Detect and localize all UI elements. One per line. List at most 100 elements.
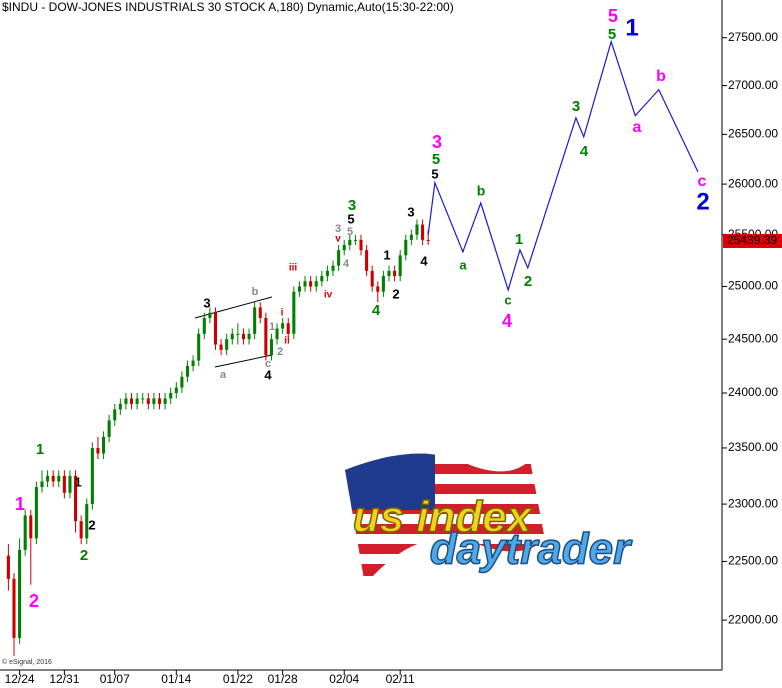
candle-body <box>191 360 195 366</box>
candle-body <box>253 307 257 334</box>
wave-label: 4 <box>502 311 512 331</box>
candle-body <box>23 515 27 550</box>
candle-body <box>286 323 290 334</box>
candle-body <box>247 333 251 340</box>
last-price-label: 25439.39 <box>727 233 777 247</box>
wave-label: 4 <box>372 302 381 319</box>
wave-label: 3 <box>335 223 341 235</box>
candle-body <box>68 475 72 493</box>
x-tick-label: 01/28 <box>268 672 298 686</box>
candle-body <box>118 403 122 410</box>
wave-label: 3 <box>572 98 580 115</box>
wave-label: 2 <box>277 346 283 358</box>
wave-label: 1 <box>383 247 390 262</box>
candle-body <box>398 255 402 277</box>
wave-label: 1 <box>625 14 638 41</box>
y-tick-label: 27000.00 <box>728 78 778 92</box>
wave-label: c <box>698 173 707 190</box>
candle-body <box>18 549 22 638</box>
wave-label: 4 <box>420 253 428 268</box>
candle-body <box>6 555 10 579</box>
candle-body <box>387 270 391 277</box>
y-tick-label: 24000.00 <box>728 385 778 399</box>
candle-body <box>197 333 201 361</box>
wave-label: 3 <box>432 132 442 152</box>
candle-body <box>365 250 369 271</box>
y-tick-label: 27500.00 <box>728 30 778 44</box>
y-tick-label: 22500.00 <box>728 554 778 568</box>
candle-body <box>230 333 234 340</box>
candle-body <box>180 376 184 388</box>
x-tick-label: 12/24 <box>5 672 35 686</box>
candle-body <box>404 239 408 256</box>
y-tick-label: 23000.00 <box>728 496 778 510</box>
y-tick-label: 23500.00 <box>728 440 778 454</box>
candle-body <box>393 270 397 277</box>
candle-body <box>12 578 16 638</box>
candle-body <box>325 270 329 277</box>
candle-body <box>102 436 106 454</box>
wave-label: b <box>477 183 486 199</box>
candle-body <box>421 224 425 240</box>
candle-body <box>320 276 324 282</box>
candle-body <box>40 481 44 488</box>
candle-body <box>381 276 385 292</box>
channel-lines <box>194 296 273 368</box>
chart-title: $INDU - DOW-JONES INDUSTRIALS 30 STOCK A… <box>2 0 454 14</box>
candle-body <box>124 398 128 404</box>
wave-label: 5 <box>347 226 353 238</box>
x-tick-label: 02/04 <box>329 672 359 686</box>
wave-label: ii <box>284 336 290 347</box>
wave-label: 1 <box>515 231 523 248</box>
candle-body <box>314 281 318 287</box>
wave-label: 1 <box>15 494 25 514</box>
candle-body <box>169 393 173 399</box>
candle-body <box>202 317 206 334</box>
trend-line <box>214 354 273 368</box>
y-tick-label: 24500.00 <box>728 331 778 345</box>
wave-label: iv <box>324 290 333 301</box>
logo: us index daytrader <box>345 453 634 585</box>
projection-line <box>427 39 699 292</box>
wave-label: 2 <box>524 273 532 290</box>
candle-body <box>208 312 212 318</box>
candle-body <box>113 409 117 421</box>
wave-label: 5 <box>432 151 440 168</box>
wave-label: 2 <box>88 517 95 532</box>
candle-body <box>269 339 273 356</box>
wave-label: 2 <box>696 188 709 215</box>
candle-body <box>331 265 335 271</box>
wave-label: 4 <box>343 258 350 270</box>
candle-body <box>29 515 33 539</box>
logo-line2: daytrader <box>430 525 633 574</box>
wave-label: i <box>281 308 284 319</box>
candle-body <box>359 239 363 251</box>
candle-body <box>141 398 145 400</box>
candle-body <box>309 281 313 287</box>
wave-label: 5 <box>431 166 438 181</box>
candle-body <box>409 234 413 240</box>
candle-body <box>152 398 156 404</box>
candle-body <box>236 333 240 335</box>
candle-body <box>281 323 285 329</box>
wave-label: iii <box>289 263 298 274</box>
x-tick-label: 01/14 <box>161 672 191 686</box>
candle-body <box>62 475 66 493</box>
last-price-box <box>723 233 782 248</box>
candle-body <box>225 339 229 350</box>
candle-body <box>297 286 301 292</box>
logo-line1: us index <box>353 493 533 542</box>
y-tick-label: 26000.00 <box>728 176 778 190</box>
wave-label: 2 <box>80 547 88 564</box>
candle-body <box>34 487 38 539</box>
candle-body <box>213 312 218 345</box>
wave-label: 1 <box>74 474 81 489</box>
footnote: © eSignal, 2016 <box>2 658 52 666</box>
candle-body <box>342 245 346 251</box>
candle-body <box>337 250 341 266</box>
candle-body <box>46 475 50 482</box>
candle-body <box>129 398 134 404</box>
wave-label: b <box>656 68 666 85</box>
candle-body <box>264 317 268 356</box>
